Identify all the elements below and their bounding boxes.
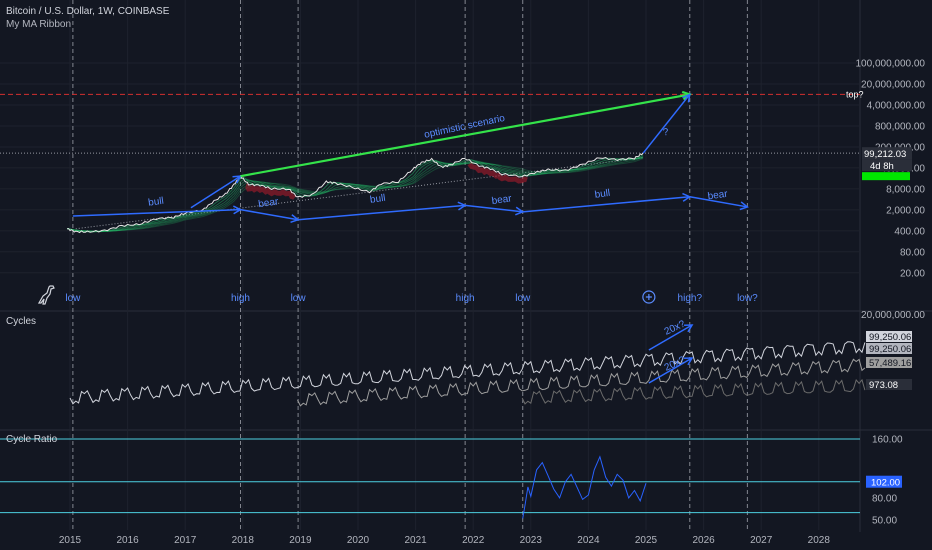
ma-ribbon-bear-segment xyxy=(467,162,528,184)
ma-ribbon-line xyxy=(67,157,644,232)
cycle-value-label: 973.08 xyxy=(869,380,898,391)
add-icon-cross xyxy=(645,294,652,300)
cycle-arrow xyxy=(72,208,241,217)
ma-ribbon-line xyxy=(67,155,644,233)
x-tick-label: 2028 xyxy=(808,535,831,546)
cycle-marker-label: low xyxy=(291,293,307,304)
scenario-arrow xyxy=(240,93,690,178)
x-tick-label: 2016 xyxy=(116,535,139,546)
target-label: top? xyxy=(846,89,864,99)
cycle-value-badge xyxy=(866,379,912,390)
y-tick-label: 80.00 xyxy=(872,493,897,504)
y-tick-label: 50.00 xyxy=(872,516,897,527)
x-tick-label: 2026 xyxy=(692,535,715,546)
trend-channel-line xyxy=(75,157,644,230)
cycle-line xyxy=(69,341,866,405)
price-badge xyxy=(862,147,912,160)
dinosaur-icon xyxy=(38,285,55,305)
y-tick-label: 20,000,000.00 xyxy=(861,80,925,91)
symbol-title: Bitcoin / U.S. Dollar, 1W, COINBASE xyxy=(6,6,170,17)
multiplier-label: 20x? xyxy=(663,354,688,373)
ratio-series-line xyxy=(522,455,647,519)
cycle-value-label: 99,250.06 xyxy=(869,332,911,343)
cycle-value-badge xyxy=(866,331,912,342)
y-tick-label: 20,000,000.00 xyxy=(861,310,925,321)
price-badge-label: 99,212.03 xyxy=(864,149,906,160)
cycle-label: bull xyxy=(148,196,165,209)
countdown-badge-label: 4d 8h xyxy=(870,161,894,172)
x-tick-label: 2025 xyxy=(635,535,658,546)
ma-ribbon-bear-segment xyxy=(244,183,297,200)
ma-ribbon-line xyxy=(67,154,644,233)
x-tick-label: 2015 xyxy=(59,535,82,546)
y-tick-label: 160.00 xyxy=(872,435,903,446)
y-tick-label: 20.00 xyxy=(900,268,925,279)
y-tick-label: 80.00 xyxy=(900,247,925,258)
multiplier-arrow-head xyxy=(684,357,694,366)
indicator-title: My MA Ribbon xyxy=(6,19,72,30)
ma-ribbon-line xyxy=(67,158,644,232)
cycle-value-badge xyxy=(866,357,912,368)
add-icon xyxy=(642,290,656,304)
ma-ribbon-line xyxy=(67,156,644,233)
x-tick-label: 2017 xyxy=(174,535,197,546)
cycle-marker-label: low? xyxy=(737,293,758,304)
multiplier-arrow xyxy=(648,357,693,384)
ratio-pane-title: Cycle Ratio xyxy=(6,434,58,445)
multiplier-arrow xyxy=(648,324,693,351)
cycle-label: bear xyxy=(258,196,280,210)
cycle-arrow xyxy=(240,208,299,221)
x-tick-label: 2021 xyxy=(404,535,427,546)
cycle-arrow xyxy=(689,196,748,208)
ma-ribbon-line xyxy=(67,157,644,232)
ribbon-badge xyxy=(862,172,910,181)
price-series-line xyxy=(67,152,644,234)
cycle-arrow-head xyxy=(739,201,749,211)
y-tick-label: 2,000.00 xyxy=(886,205,925,216)
cycle-value-label: 99,250.06 xyxy=(869,344,911,355)
y-tick-label: 800,000.00 xyxy=(875,121,925,132)
cycle-label: bull xyxy=(594,188,611,201)
cycle-marker-label: high xyxy=(456,293,475,304)
cycle-line xyxy=(521,378,866,405)
cycle-arrow xyxy=(190,175,241,209)
cycle-marker-label: low xyxy=(515,293,531,304)
x-tick-label: 2018 xyxy=(232,535,255,546)
cycle-label: bull xyxy=(369,193,386,206)
y-tick-label: 400.00 xyxy=(894,226,925,237)
cycle-marker-label: high xyxy=(231,293,250,304)
x-tick-label: 2020 xyxy=(347,535,370,546)
cycle-arrow xyxy=(522,195,690,213)
cycle-arrow xyxy=(465,204,523,213)
countdown-badge xyxy=(862,159,912,172)
x-tick-label: 2019 xyxy=(289,535,312,546)
cycle-arrow-head xyxy=(682,93,691,103)
cycle-label: bear xyxy=(491,193,513,207)
cycle-value-badge xyxy=(866,343,912,354)
x-tick-label: 2024 xyxy=(577,535,600,546)
cycle-arrow-head xyxy=(233,205,243,215)
cycle-arrow xyxy=(298,204,466,221)
cycle-arrow xyxy=(642,93,691,154)
cycles-pane-title: Cycles xyxy=(6,316,37,327)
cycle-line xyxy=(297,358,866,407)
x-tick-label: 2027 xyxy=(750,535,773,546)
cycle-label: bear xyxy=(707,189,729,203)
y-tick-label: 8,000.00 xyxy=(886,184,925,195)
y-tick-label: 4,000,000.00 xyxy=(867,101,926,112)
cycle-value-label: 57,489.16 xyxy=(869,358,911,369)
cycle-label: ? xyxy=(662,127,669,139)
x-tick-label: 2023 xyxy=(520,535,543,546)
ratio-value-label: 102.00 xyxy=(871,478,900,489)
y-tick-label: 100,000,000.00 xyxy=(855,59,925,70)
multiplier-arrow-head xyxy=(684,324,694,333)
x-tick-label: 2022 xyxy=(462,535,485,546)
cycle-marker-label: low xyxy=(65,293,81,304)
cycle-marker-label: high? xyxy=(678,293,703,304)
ratio-value-badge xyxy=(866,475,902,488)
